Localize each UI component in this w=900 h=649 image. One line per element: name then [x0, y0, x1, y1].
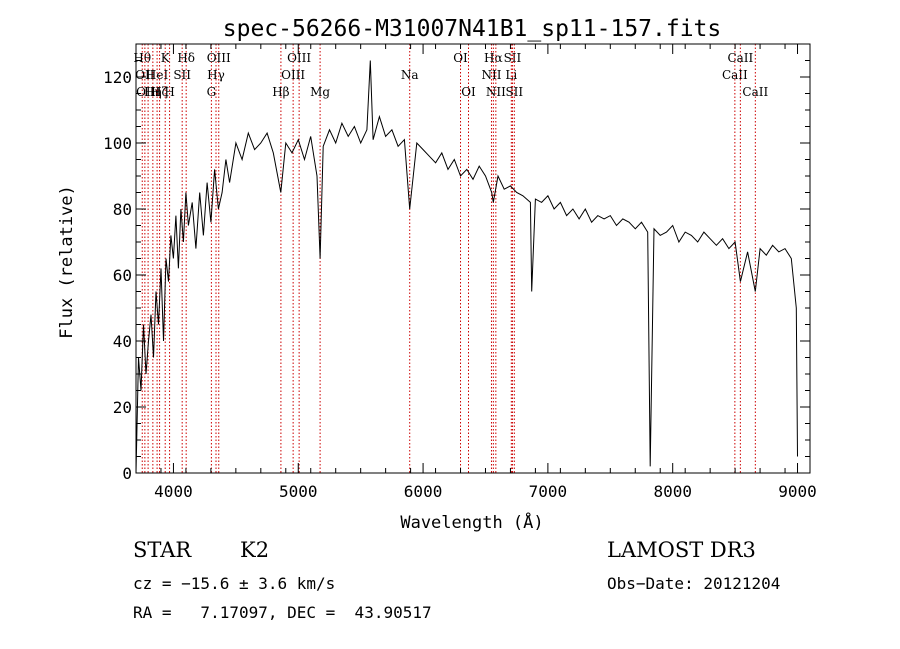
x-tick-label: 4000 — [154, 482, 193, 501]
line-marker-label: Hζ — [151, 85, 168, 99]
line-marker-label: Mg — [310, 85, 330, 99]
line-marker-label: OIII — [281, 68, 305, 82]
y-axis-label: Flux (relative) — [57, 185, 77, 339]
line-marker-label: Li — [505, 68, 517, 82]
line-marker-label: Hδ — [177, 51, 195, 65]
spectrum-line — [135, 60, 798, 474]
line-marker-label: Hγ — [207, 68, 225, 82]
ra-dec-coordinates: RA = 7.17097, DEC = 43.90517 — [133, 603, 432, 622]
line-marker-label: OII — [135, 68, 155, 82]
y-tick-label: 100 — [103, 134, 132, 153]
line-marker-label: OIII — [287, 51, 311, 65]
line-marker-label: SII — [505, 85, 523, 99]
x-tick-label: 9000 — [778, 482, 817, 501]
line-marker-label: CaII — [727, 51, 753, 65]
line-marker-label: H — [164, 85, 174, 99]
line-marker-label: Hθ — [133, 51, 151, 65]
object-subclass: K2 — [240, 538, 270, 562]
line-marker-label: HeI — [146, 68, 169, 82]
y-tick-label: 80 — [113, 200, 132, 219]
spectral-line-markers: HθOIIOIIIHηHeIHζKHSIIHδGHγOIIIHβOIIIOIII… — [133, 44, 768, 473]
y-tick-label: 20 — [113, 398, 132, 417]
x-tick-label: 5000 — [279, 482, 318, 501]
y-tick-label: 120 — [103, 68, 132, 87]
line-marker-label: Hα — [484, 51, 503, 65]
redshift-velocity: cz = −15.6 ± 3.6 km/s — [133, 574, 336, 593]
line-marker-label: Hβ — [272, 85, 289, 99]
line-marker-label: K — [161, 51, 171, 65]
line-marker-label: SII — [504, 51, 522, 65]
axes — [135, 43, 811, 474]
plot-frame — [135, 43, 811, 474]
y-tick-label: 40 — [113, 332, 132, 351]
y-tick-label: 0 — [122, 464, 132, 483]
line-marker-label: OI — [453, 51, 468, 65]
y-tick-label: 60 — [113, 266, 132, 285]
line-marker-label: OI — [461, 85, 476, 99]
x-tick-label: 8000 — [653, 482, 692, 501]
line-marker-label: OIII — [136, 85, 160, 99]
line-marker-label: Na — [401, 68, 419, 82]
survey-name: LAMOST DR3 — [607, 538, 756, 562]
x-axis-label: Wavelength (Å) — [400, 511, 543, 533]
x-tick-label: 7000 — [529, 482, 568, 501]
observation-date: Obs−Date: 20121204 — [607, 574, 781, 593]
line-marker-label: NII — [486, 85, 506, 99]
line-marker-label: G — [207, 85, 217, 99]
line-marker-label: NII — [481, 68, 501, 82]
object-type: STAR — [133, 538, 192, 562]
x-tick-label: 6000 — [404, 482, 443, 501]
axis-ticks: 4000 5000 6000 7000 8000 9000 0 20 40 60 80 100 120 — [103, 43, 817, 501]
line-marker-label: CaII — [722, 68, 748, 82]
line-marker-label: OIII — [207, 51, 231, 65]
line-marker-label: SII — [173, 68, 191, 82]
line-marker-label: Hη — [144, 85, 162, 99]
chart-title: spec-56266-M31007N41B1_sp11-157.fits — [223, 16, 722, 42]
line-marker-label: CaII — [742, 85, 768, 99]
